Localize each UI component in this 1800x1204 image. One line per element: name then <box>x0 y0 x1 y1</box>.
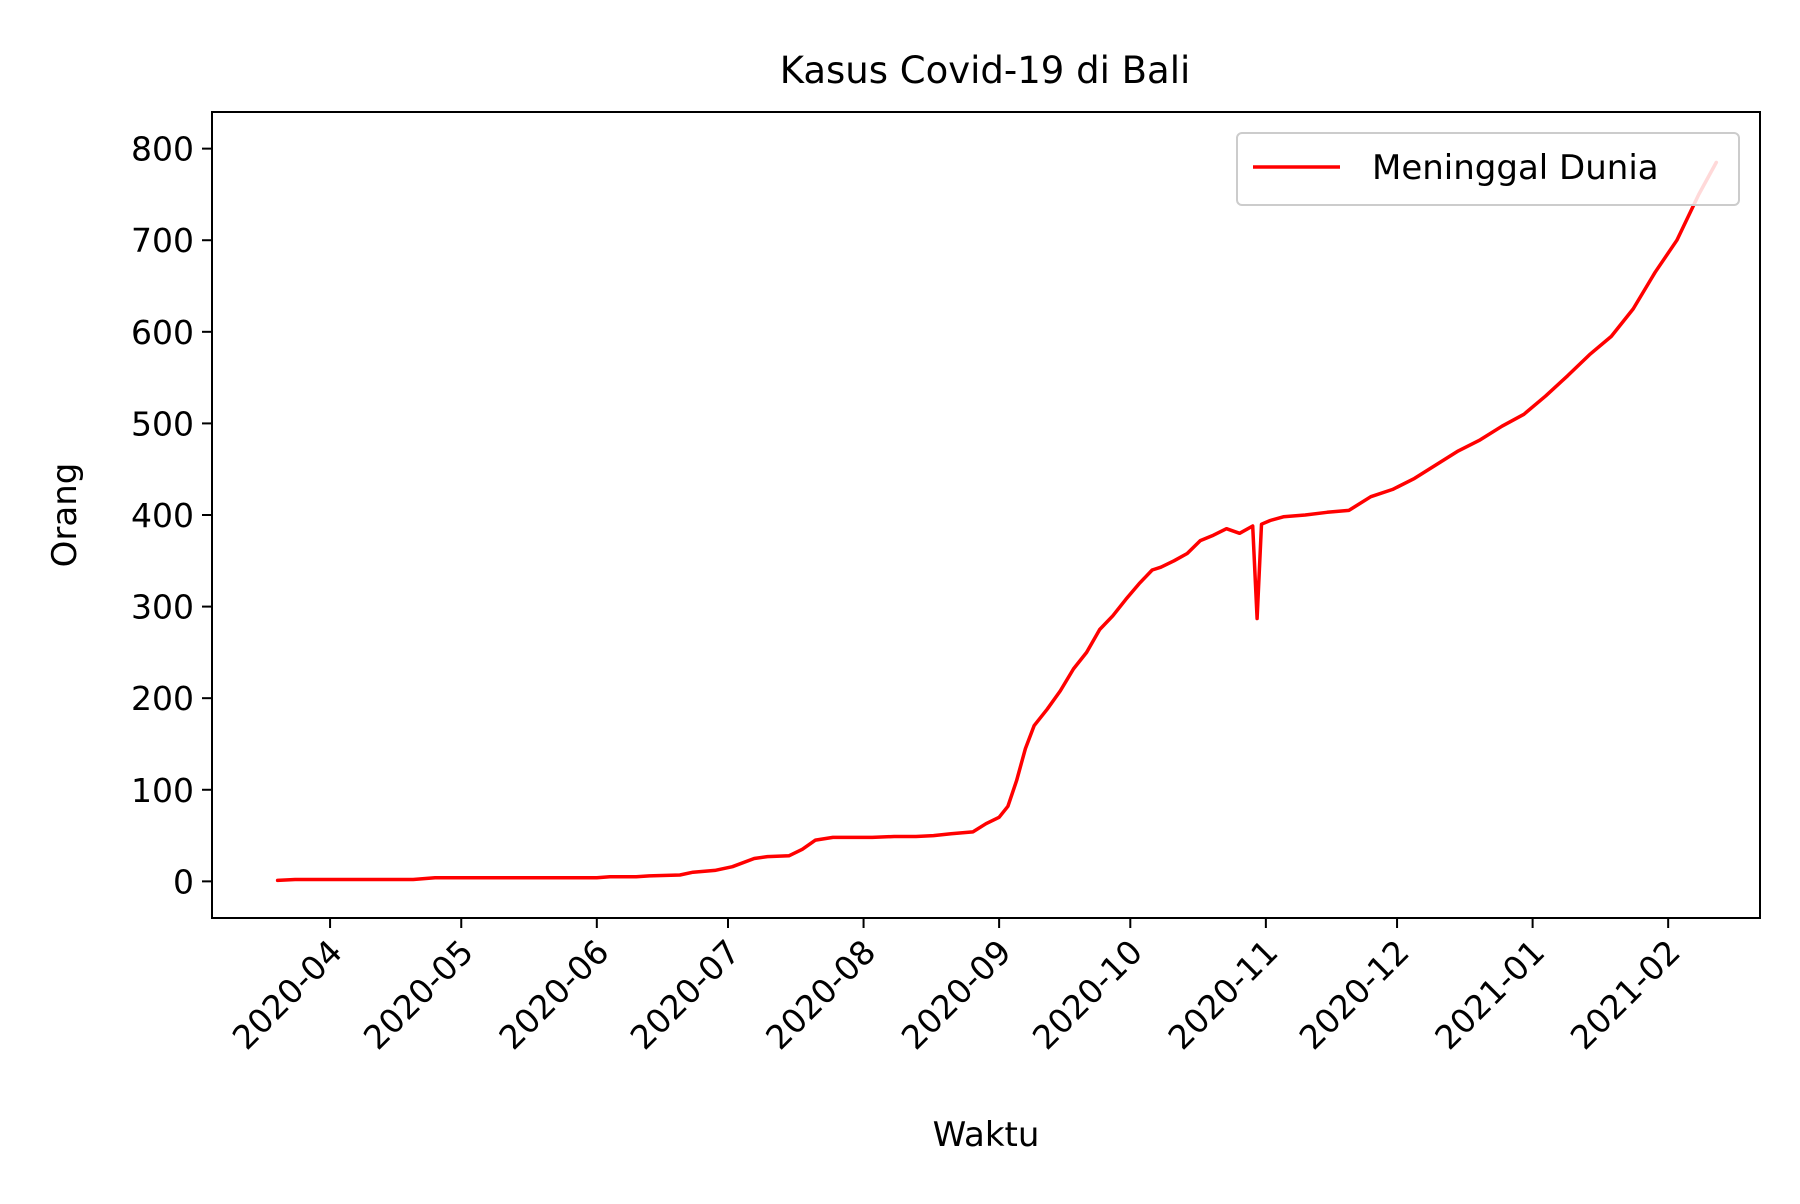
x-tick-label: 2020-08 <box>758 932 883 1057</box>
x-tick-label: 2020-05 <box>356 932 481 1057</box>
x-axis-label: Waktu <box>933 1115 1040 1155</box>
series-line-meninggal-dunia <box>275 160 1719 883</box>
y-tick-label: 200 <box>131 679 194 718</box>
x-tick-label: 2020-10 <box>1025 932 1150 1057</box>
x-tick-label: 2020-07 <box>623 932 748 1057</box>
y-tick-label: 300 <box>131 588 194 627</box>
y-tick-label: 700 <box>131 221 194 260</box>
legend: Meninggal Dunia <box>1236 132 1740 206</box>
chart-title: Kasus Covid-19 di Bali <box>780 49 1191 92</box>
legend-label: Meninggal Dunia <box>1372 148 1659 188</box>
y-tick-label: 100 <box>131 771 194 810</box>
y-axis-label: Orang <box>45 463 85 568</box>
legend-box <box>1236 132 1740 206</box>
y-tick-label: 800 <box>131 130 194 169</box>
x-tick-label: 2020-12 <box>1292 932 1417 1057</box>
x-tick-label: 2020-11 <box>1160 932 1285 1057</box>
y-tick-label: 0 <box>173 862 194 901</box>
y-tick-label: 500 <box>131 404 194 443</box>
plot-area-frame <box>211 111 1761 919</box>
x-tick-label: 2021-02 <box>1563 932 1688 1057</box>
y-tick-label: 400 <box>131 496 194 535</box>
y-tick-label: 600 <box>131 313 194 352</box>
x-tick-label: 2020-04 <box>225 932 350 1057</box>
x-tick-label: 2020-09 <box>894 932 1019 1057</box>
x-axis-ticks: 2020-04 2020-05 2020-06 2020-07 2020-08 2020-… <box>225 918 1688 1057</box>
y-axis-ticks: 0 100 200 300 400 500 600 700 800 <box>131 130 212 901</box>
x-tick-label: 2021-01 <box>1427 932 1552 1057</box>
x-tick-label: 2020-06 <box>491 932 616 1057</box>
